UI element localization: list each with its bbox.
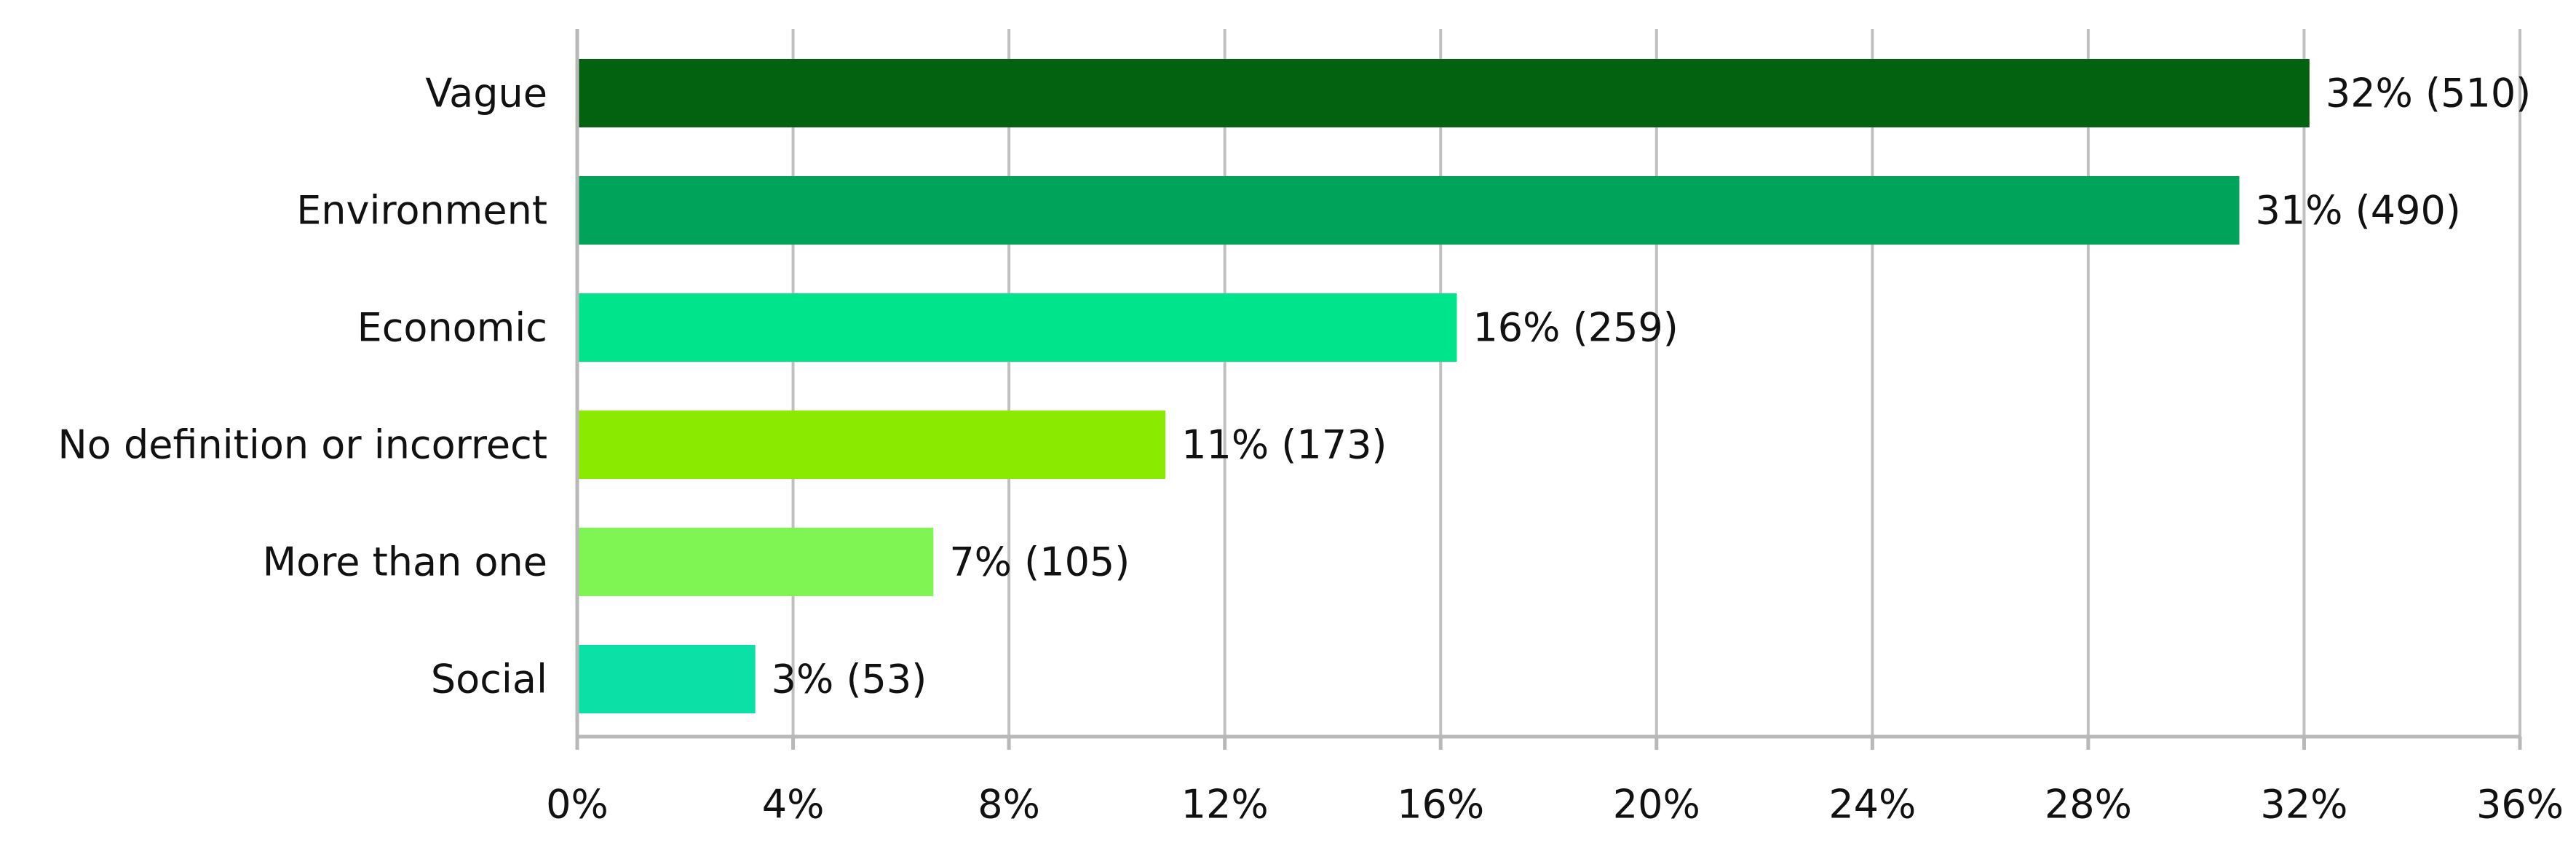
- data-label-environment: 31% (490): [2255, 188, 2460, 234]
- labels: Vague 32% (510) Environment 31% (490) Econom…: [58, 71, 2564, 828]
- category-label-environment: Environment: [296, 188, 547, 234]
- bar-vague: [577, 59, 2310, 127]
- x-tick-label: 36%: [2476, 782, 2564, 828]
- x-tick-label: 16%: [1397, 782, 1484, 828]
- data-label-vague: 32% (510): [2326, 71, 2531, 116]
- data-label-social: 3% (53): [772, 657, 927, 702]
- x-tick-label: 28%: [2045, 782, 2132, 828]
- category-label-social: Social: [431, 657, 547, 702]
- x-tick-label: 32%: [2260, 782, 2347, 828]
- bar-economic: [577, 293, 1457, 362]
- bar-environment: [577, 176, 2240, 245]
- x-tick-label: 8%: [978, 782, 1040, 828]
- x-tick-label: 20%: [1613, 782, 1700, 828]
- data-label-economic: 16% (259): [1473, 305, 1678, 351]
- category-label-economic: Economic: [357, 305, 547, 351]
- axes: [575, 29, 2522, 750]
- bars: [577, 59, 2310, 713]
- category-label-more-than-one: More than one: [263, 539, 547, 585]
- x-tick-label: 12%: [1181, 782, 1269, 828]
- x-tick-label: 24%: [1828, 782, 1916, 828]
- data-label-more-than-one: 7% (105): [949, 539, 1130, 585]
- bar-more-than-one: [577, 528, 934, 596]
- bar-no-definition-or-incorrect: [577, 411, 1166, 479]
- bar-social: [577, 645, 756, 713]
- x-tick-label: 0%: [546, 782, 609, 828]
- category-label-no-definition-or-incorrect: No definition or incorrect: [58, 422, 547, 468]
- gridlines: [791, 29, 2521, 737]
- x-tick-label: 4%: [762, 782, 825, 828]
- data-label-no-definition-or-incorrect: 11% (173): [1181, 422, 1387, 468]
- category-label-vague: Vague: [425, 71, 547, 116]
